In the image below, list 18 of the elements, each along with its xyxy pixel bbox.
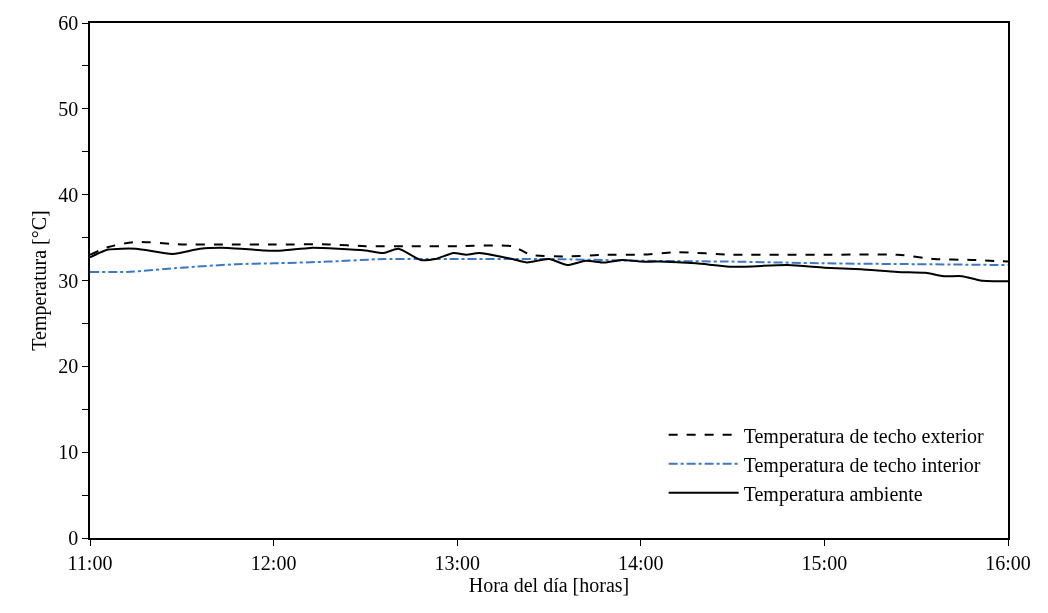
x-tick-label: 15:00 <box>801 551 848 574</box>
x-tick-label: 14:00 <box>618 551 664 574</box>
x-axis-title: Hora del día [horas] <box>468 573 630 596</box>
x-tick-label: 16:00 <box>985 551 1031 574</box>
y-tick-label: 60 <box>58 12 79 34</box>
y-tick-label: 0 <box>68 527 79 549</box>
legend-label: Temperatura de techo interior <box>743 453 981 477</box>
x-tick-label: 11:00 <box>67 551 113 574</box>
legend-label: Temperatura de techo exterior <box>743 424 985 448</box>
x-tick-label: 13:00 <box>434 551 480 574</box>
x-tick-label: 12:00 <box>250 551 297 574</box>
y-tick-label: 50 <box>58 97 79 120</box>
y-tick-label: 30 <box>58 269 79 292</box>
y-tick-label: 40 <box>58 183 79 206</box>
legend-label: Temperatura ambiente <box>743 482 923 506</box>
y-tick-label: 10 <box>58 441 79 464</box>
y-axis-title: Temperatura [°C] <box>28 210 52 351</box>
y-tick-label: 20 <box>58 355 79 378</box>
